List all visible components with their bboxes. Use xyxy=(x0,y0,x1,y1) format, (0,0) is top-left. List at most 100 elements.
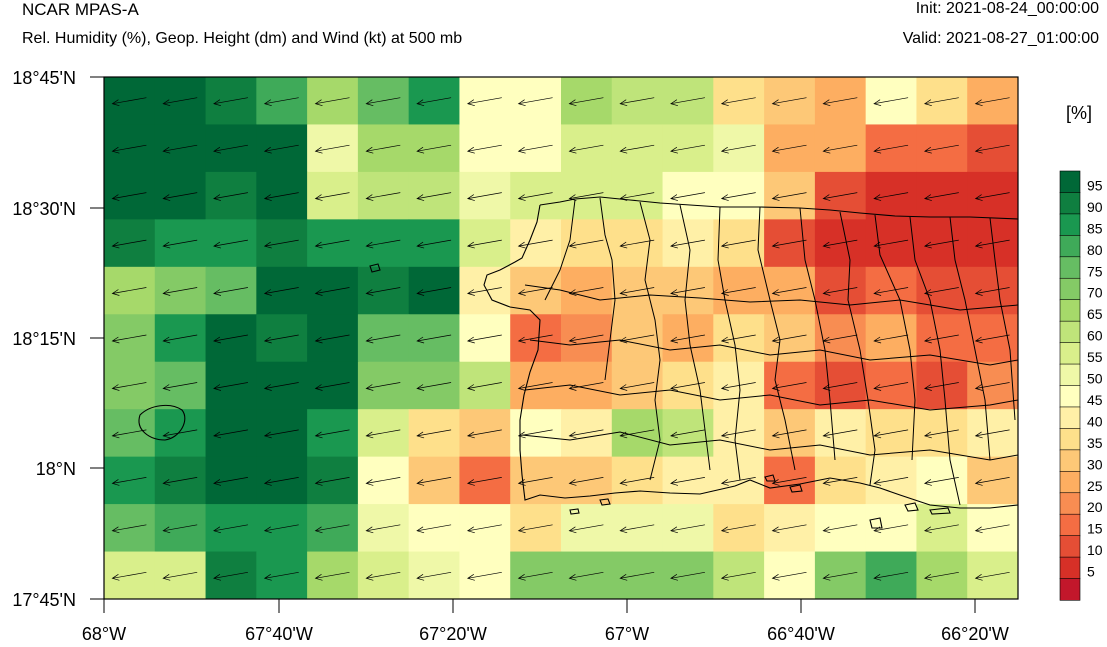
wind-arrow xyxy=(466,144,502,154)
wind-arrow xyxy=(314,524,350,534)
wind-arrow xyxy=(365,334,401,344)
wind-arrow xyxy=(466,429,502,439)
humidity-cell xyxy=(814,77,867,126)
wind-arrow xyxy=(771,571,807,581)
colorbar-tick-label: 35 xyxy=(1087,435,1103,451)
humidity-cell xyxy=(256,409,308,458)
wind-arrow xyxy=(314,239,350,249)
wind-arrow xyxy=(720,429,756,439)
humidity-cell xyxy=(865,171,918,220)
wind-arrow xyxy=(314,287,350,296)
humidity-cell xyxy=(256,266,308,315)
wind-arrow xyxy=(517,524,553,534)
wind-arrow xyxy=(670,97,705,107)
humidity-cell xyxy=(256,77,308,126)
colorbar-tick-label: 25 xyxy=(1087,478,1103,494)
wind-arrow xyxy=(213,429,248,439)
wind-arrow xyxy=(568,477,604,486)
wind-arrow xyxy=(822,144,858,154)
humidity-cell xyxy=(916,266,968,315)
humidity-cell xyxy=(814,171,867,220)
wind-arrow xyxy=(619,97,655,107)
wind-arrow xyxy=(111,287,147,296)
wind-arrow xyxy=(568,239,604,249)
humidity-cell xyxy=(764,409,816,458)
wind-arrow xyxy=(213,382,248,391)
wind-arrow xyxy=(365,477,401,486)
colorbar-box xyxy=(1059,492,1081,515)
wind-arrow xyxy=(466,97,502,107)
wind-arrow xyxy=(365,429,401,439)
init-time: Init: 2021-08-24_00:00:00 xyxy=(915,0,1099,17)
colorbar-box xyxy=(1059,363,1081,387)
wind-arrow xyxy=(568,287,604,296)
humidity-cell xyxy=(510,171,562,220)
wind-arrow xyxy=(466,571,502,581)
wind-arrow xyxy=(670,239,705,249)
humidity-cell xyxy=(256,171,308,220)
colorbar-box xyxy=(1059,406,1081,430)
wind-arrow xyxy=(720,287,756,296)
wind-arrow xyxy=(974,97,1010,107)
humidity-cell xyxy=(510,77,562,126)
wind-arrow xyxy=(670,334,705,344)
wind-arrow xyxy=(263,571,299,581)
lat-label: 18°15'N xyxy=(12,329,76,349)
wind-arrow xyxy=(466,382,502,391)
wind-arrow xyxy=(873,524,909,534)
wind-arrow xyxy=(416,382,452,391)
wind-arrow xyxy=(162,334,198,344)
wind-arrow xyxy=(923,524,959,534)
wind-arrow xyxy=(314,144,350,154)
wind-arrow xyxy=(771,382,807,391)
valid-time: Valid: 2021-08-27_01:00:00 xyxy=(902,30,1099,47)
lat-label: 18°45'N xyxy=(12,68,76,88)
wind-arrow xyxy=(314,97,350,107)
colorbar-box xyxy=(1059,277,1081,301)
humidity-cell xyxy=(561,171,613,220)
colorbar-tick-label: 15 xyxy=(1087,521,1103,537)
wind-arrow xyxy=(923,429,959,439)
wind-arrow xyxy=(873,287,909,296)
humidity-cell xyxy=(764,504,816,553)
wind-arrow xyxy=(263,334,299,344)
wind-arrow xyxy=(111,334,147,344)
wind-arrow xyxy=(923,192,959,201)
humidity-cell xyxy=(154,504,207,553)
humidity-cell xyxy=(459,409,511,458)
humidity-cell xyxy=(662,171,714,220)
wind-arrow xyxy=(720,382,756,391)
humidity-cell xyxy=(561,266,613,315)
humidity-cell xyxy=(967,409,1018,458)
wind-arrow xyxy=(517,97,553,107)
humidity-cell xyxy=(764,171,816,220)
wind-arrow xyxy=(619,239,655,249)
humidity-cell xyxy=(662,504,714,553)
wind-arrow xyxy=(314,477,350,486)
wind-arrow xyxy=(517,144,553,154)
colorbar-tick-label: 20 xyxy=(1087,499,1103,515)
colorbar-box xyxy=(1059,535,1081,558)
wind-arrow xyxy=(670,477,705,486)
wind-arrow xyxy=(263,239,299,249)
lon-label: 66°20'W xyxy=(941,624,1009,644)
lat-label: 18°N xyxy=(36,459,76,479)
humidity-cell xyxy=(510,504,562,553)
humidity-cell xyxy=(459,77,511,126)
wind-arrow xyxy=(771,524,807,534)
humidity-cell xyxy=(713,504,765,553)
wind-arrow xyxy=(111,571,147,581)
wind-arrow xyxy=(213,239,248,249)
wind-arrow xyxy=(263,477,299,486)
wind-arrow xyxy=(771,144,807,154)
wind-arrow xyxy=(923,571,959,581)
wind-arrow xyxy=(263,192,299,201)
lat-label: 18°30'N xyxy=(12,199,76,219)
wind-arrow xyxy=(466,192,502,201)
wind-arrow xyxy=(974,382,1010,391)
wind-arrow xyxy=(822,97,858,107)
colorbar-tick-label: 80 xyxy=(1087,242,1103,258)
wind-arrow xyxy=(568,192,604,201)
wind-arrow xyxy=(314,382,350,391)
humidity-cell xyxy=(205,266,257,315)
